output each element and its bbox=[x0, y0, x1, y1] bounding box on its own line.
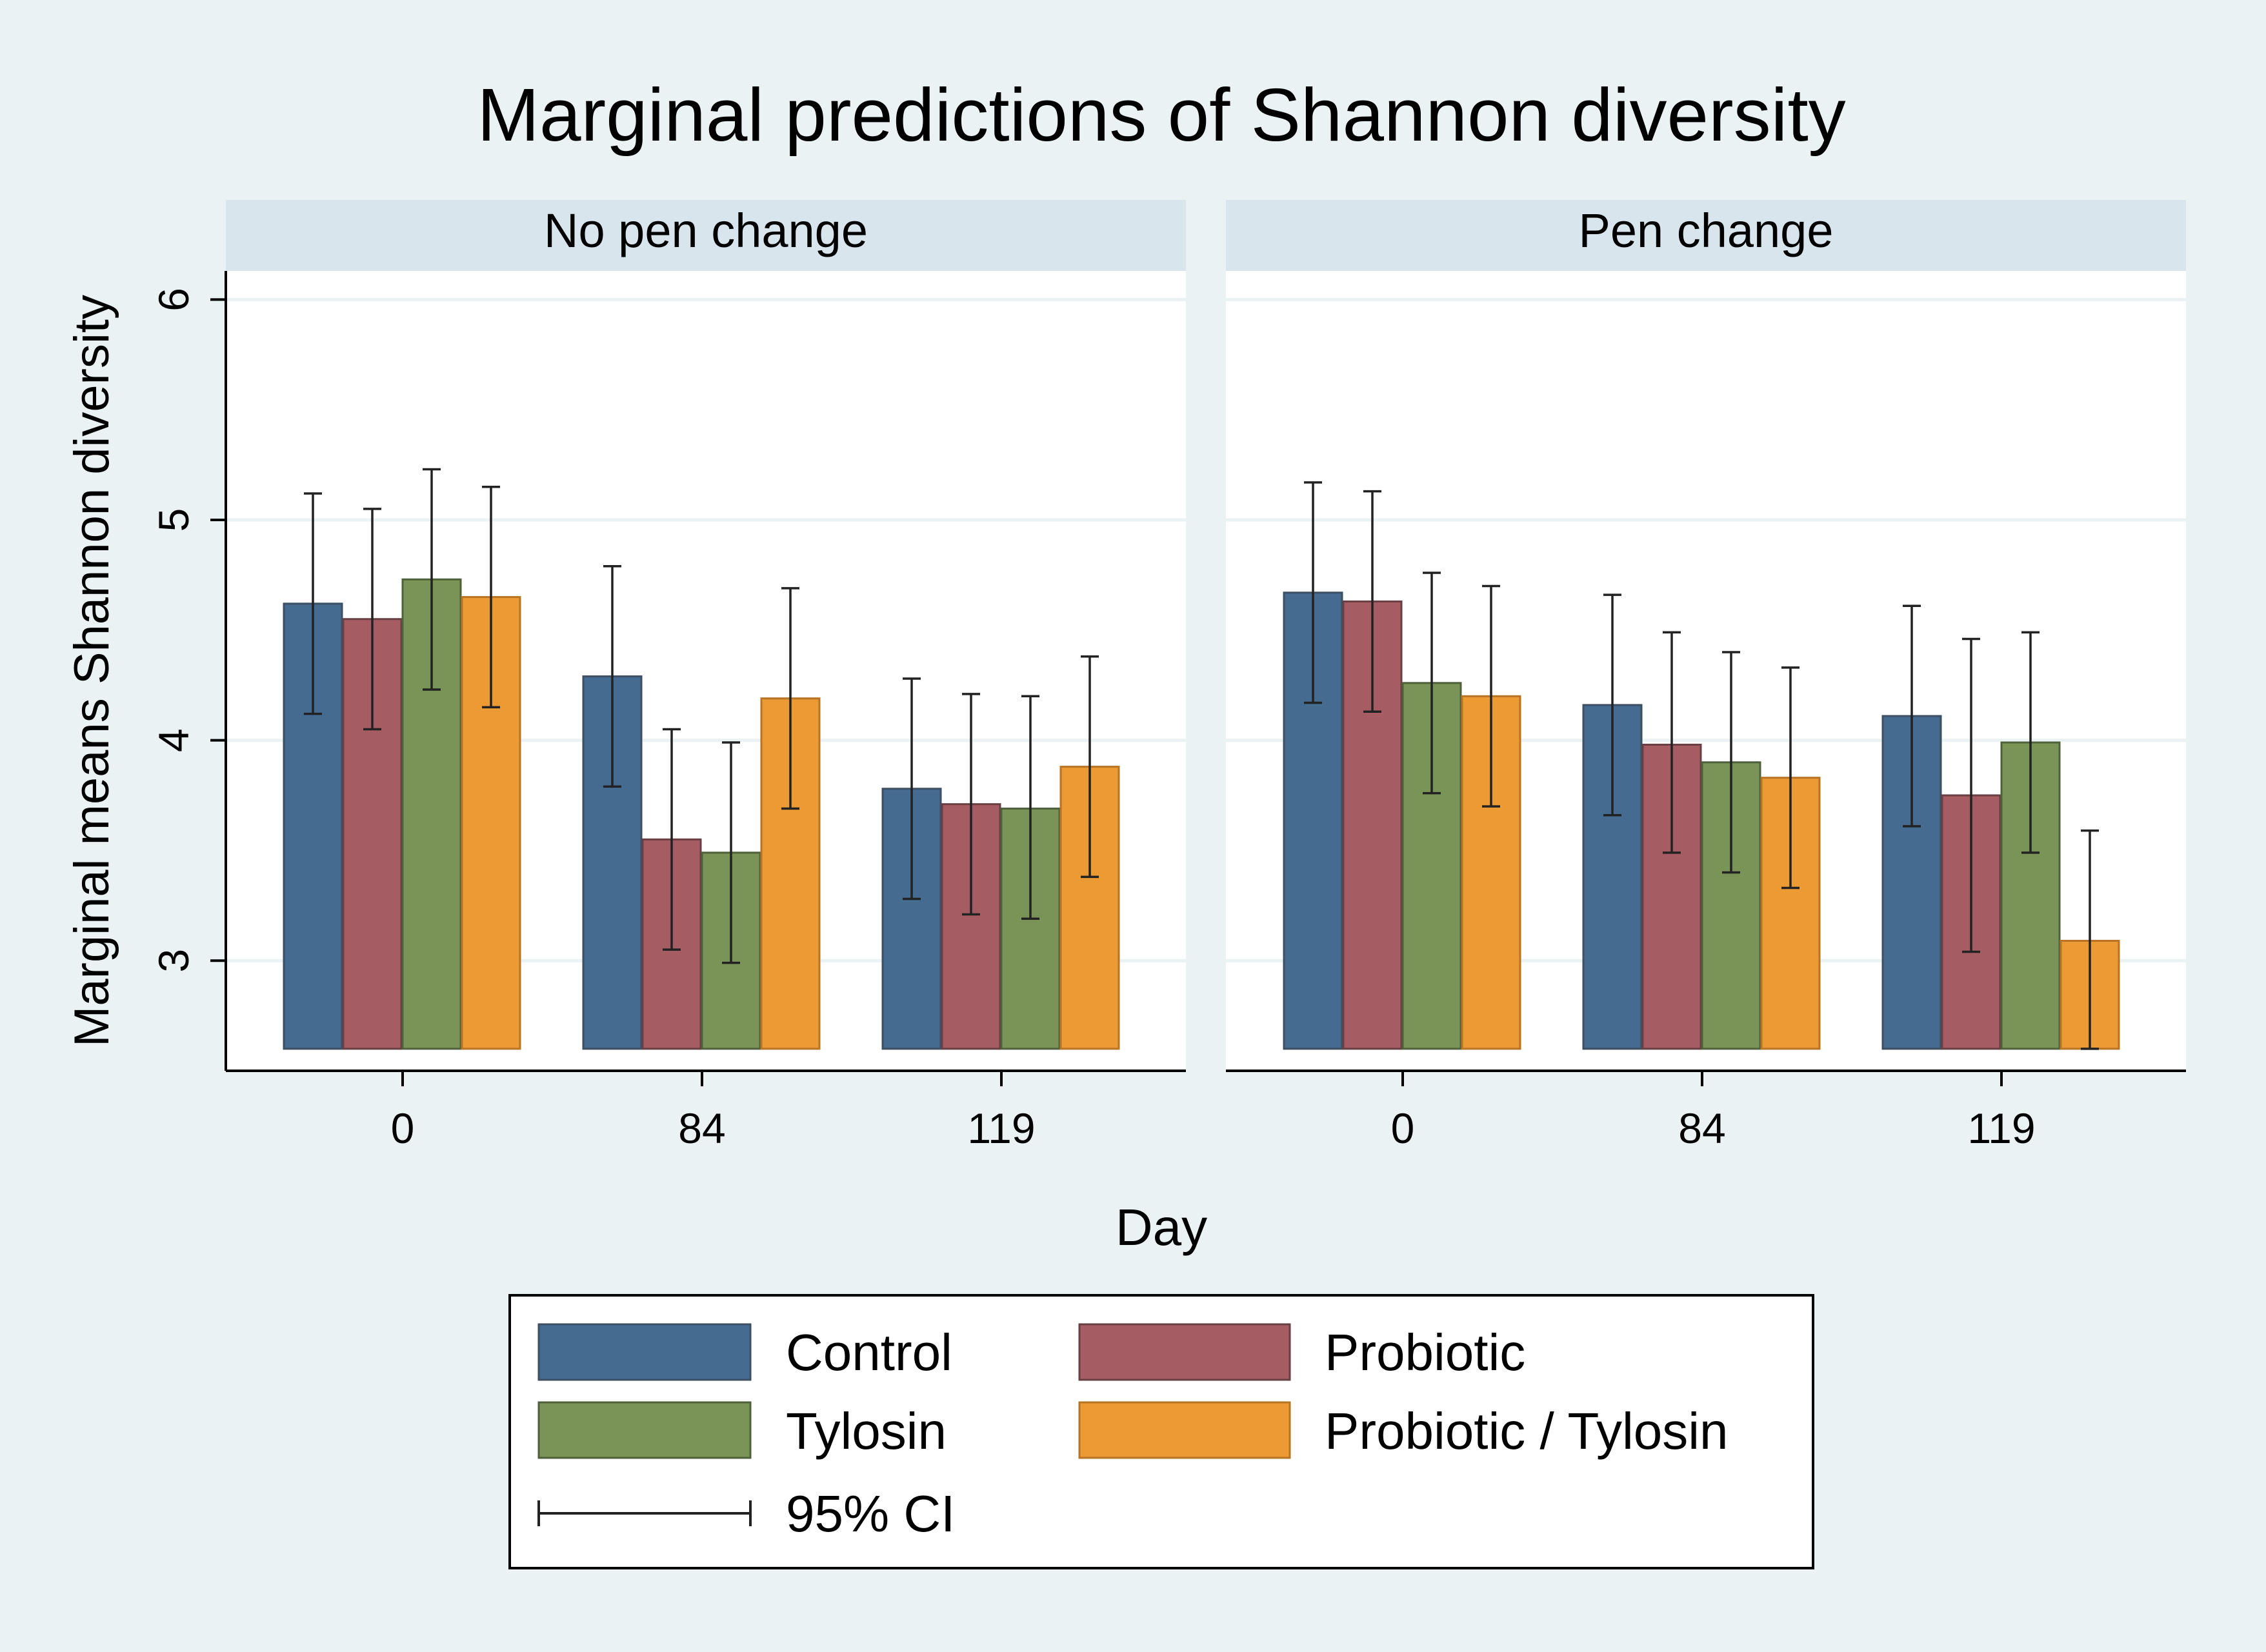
x-tick-label: 84 bbox=[678, 1104, 725, 1152]
legend-label-probiotic: Probiotic bbox=[1325, 1324, 1525, 1381]
chart: Marginal predictions of Shannon diversit… bbox=[0, 0, 2266, 1652]
panel-no-pen-change: No pen change 0 84 119 bbox=[226, 200, 1186, 1152]
legend-label-ci: 95% CI bbox=[786, 1485, 955, 1542]
panel-title: Pen change bbox=[1578, 204, 1833, 257]
legend-label-probiotic-tylosin: Probiotic / Tylosin bbox=[1325, 1402, 1728, 1460]
legend-swatch-probiotic bbox=[1079, 1324, 1290, 1380]
legend-label-control: Control bbox=[786, 1324, 952, 1381]
chart-title: Marginal predictions of Shannon diversit… bbox=[477, 73, 1845, 157]
y-axis-label: Marginal means Shannon diversity bbox=[65, 295, 119, 1047]
y-tick-label: 3 bbox=[150, 949, 197, 973]
x-tick-label: 0 bbox=[391, 1104, 415, 1152]
y-tick-label: 5 bbox=[150, 508, 197, 532]
y-tick-label: 6 bbox=[150, 288, 197, 312]
panel-pen-change: Pen change 0 84 119 bbox=[1226, 200, 2186, 1152]
panel-title: No pen change bbox=[544, 204, 868, 257]
x-tick-label: 119 bbox=[967, 1104, 1035, 1152]
x-tick-label: 84 bbox=[1678, 1104, 1725, 1152]
x-axis-label: Day bbox=[1116, 1199, 1207, 1256]
legend-label-tylosin: Tylosin bbox=[786, 1402, 947, 1460]
x-tick-label: 0 bbox=[1391, 1104, 1415, 1152]
legend: Control Probiotic Tylosin Probiotic / Ty… bbox=[510, 1295, 1813, 1568]
y-tick-label: 4 bbox=[150, 728, 197, 752]
legend-swatch-probiotic-tylosin bbox=[1079, 1402, 1290, 1458]
legend-swatch-tylosin bbox=[539, 1402, 750, 1458]
x-tick-label: 119 bbox=[1967, 1104, 2035, 1152]
legend-swatch-control bbox=[539, 1324, 750, 1380]
